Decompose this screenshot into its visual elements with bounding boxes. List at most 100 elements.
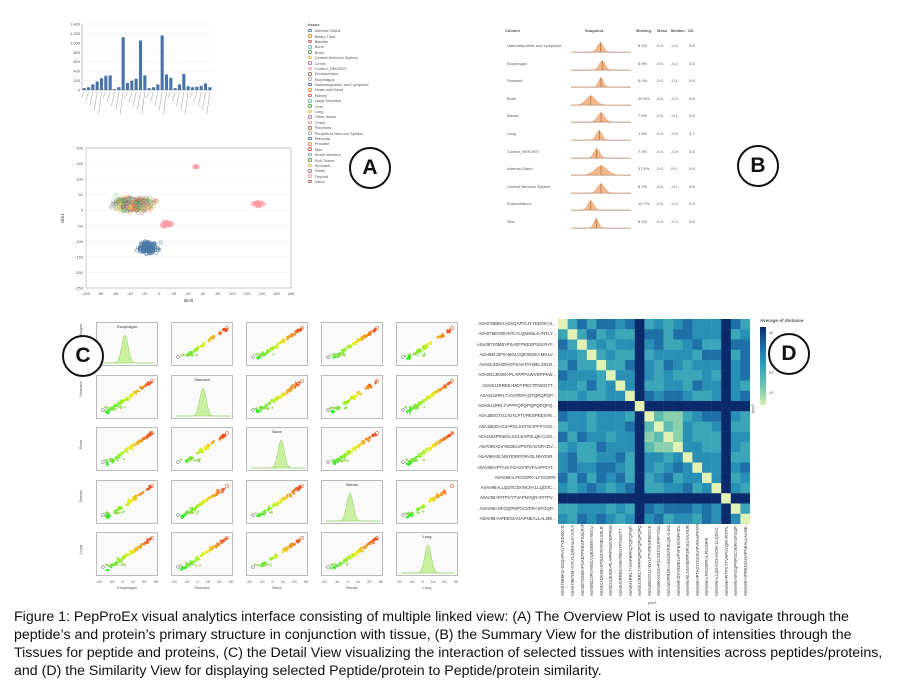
scatter-outlier (150, 536, 154, 540)
summary-row[interactable]: Stomach 6.0% -0.0 -0.1 3.6 (505, 75, 705, 92)
scatter-point (429, 342, 432, 345)
tissue-count-bar-chart[interactable]: 0 200 400 600 800 1,000 1,200 1,400 (60, 18, 220, 133)
summary-row[interactable]: Endometrium 10.7% -0.0 -0.2 3.3 (505, 198, 705, 215)
legend-item[interactable]: Heart and Heart (308, 87, 388, 92)
detail-scatter-cell[interactable] (396, 479, 458, 524)
detail-scatter-cell[interactable] (321, 322, 383, 366)
scatter-point (349, 557, 352, 560)
legend-item[interactable]: Ovary (308, 120, 388, 125)
legend-item[interactable]: Kidney (308, 93, 388, 98)
scatter-point (417, 354, 420, 357)
detail-scatter-cell[interactable] (321, 427, 383, 471)
heatmap-cell (615, 319, 626, 330)
legend-item[interactable]: Liver (308, 103, 388, 109)
legend-item[interactable]: Bladder (308, 39, 388, 44)
detail-histogram-cell[interactable]: Bone (246, 427, 308, 471)
summary-row[interactable]: Esophagus 5.9% -0.0 -0.2 3.6 (505, 58, 705, 75)
legend-item[interactable]: Vulva (308, 179, 388, 184)
heatmap-cell (615, 503, 626, 514)
scatter-point (210, 337, 214, 340)
detail-scatter-cell[interactable] (96, 374, 158, 419)
legend-item[interactable]: Other tissue (308, 114, 388, 119)
scatter-point (188, 353, 191, 356)
summary-row[interactable]: Haematopoietic and Lymphoid 8.1% -0.0 -0.4 3… (505, 40, 705, 57)
scatter-point (107, 409, 110, 412)
detail-scatter-cell[interactable] (171, 322, 233, 366)
scatter-point (131, 203, 136, 208)
legend-item[interactable]: Central Nervous System (308, 55, 388, 60)
scatter-point (116, 454, 120, 457)
detail-scatter-cell[interactable] (246, 374, 308, 419)
legend-item[interactable]: Cervix (308, 60, 388, 66)
scatter-x-tick-label: -60 (112, 291, 119, 296)
legend-item[interactable]: Soft Tissue (308, 157, 388, 163)
legend-item[interactable]: Endometrium (308, 71, 388, 76)
scatter-point (141, 437, 144, 440)
legend-item[interactable]: Large Intestine (308, 98, 388, 103)
summary-sd: 3.6 (689, 113, 695, 119)
detail-histogram-cell[interactable]: Breast (321, 479, 383, 524)
scatter-point (430, 446, 433, 449)
detail-scatter-cell[interactable] (246, 322, 308, 366)
heatmap-row-label: A0A0U1RRL7>GAPEPAQTQPQPQP... (479, 392, 556, 398)
legend-item[interactable]: Stomach (308, 163, 388, 168)
legend-item[interactable]: Haematopoietic and Lymphoid (308, 82, 388, 87)
similarity-heatmap[interactable] (558, 319, 750, 524)
legend-item[interactable]: Bone (308, 44, 388, 49)
legend-item[interactable]: Pancreas (308, 125, 388, 130)
detail-histogram-cell[interactable]: Lung (396, 532, 458, 576)
legend-item[interactable]: Adrenal Gland (308, 28, 388, 33)
heatmap-cell (673, 411, 683, 422)
detail-scatter-cell[interactable] (96, 532, 158, 576)
detail-scatter-cell[interactable] (246, 532, 308, 576)
detail-histogram-cell[interactable]: Esophagus (96, 322, 158, 366)
detail-scatter-cell[interactable] (96, 427, 158, 471)
detail-scatter-cell[interactable] (246, 479, 308, 524)
legend-item[interactable]: Lung (308, 109, 388, 114)
summary-row[interactable]: Central Nervous System 8.7% -0.0 -0.1 3.6 (505, 181, 705, 198)
detail-scatter-cell[interactable] (321, 532, 383, 576)
summary-row[interactable]: Skin 8.1% -0.0 -0.3 3.5 (505, 216, 705, 233)
summary-row[interactable]: Bone 10.6% -0.0 -0.3 3.8 (505, 93, 705, 110)
detail-scatter-cell[interactable] (171, 532, 233, 576)
legend-item[interactable]: Thyroid (308, 174, 388, 179)
summary-row[interactable]: Breast 7.0% -0.0 -0.1 3.6 (505, 110, 705, 127)
scatter-point (255, 406, 258, 409)
heatmap-cell (721, 370, 731, 381)
legend-item[interactable]: Placenta (308, 136, 388, 141)
heatmap-cell (596, 483, 607, 494)
heatmap-cell (711, 319, 722, 330)
heatmap-cell (577, 431, 587, 443)
summary-row[interactable]: Adrenal Gland 37.6% -0.0 0.0 3.6 (505, 163, 705, 180)
heatmap-cell (625, 349, 635, 361)
detail-histogram-cell[interactable]: Stomach (171, 374, 233, 419)
scatter-point (142, 242, 146, 247)
legend-item[interactable]: Testis (308, 168, 388, 173)
detail-scatter-cell[interactable] (396, 322, 458, 366)
heatmap-cell (625, 329, 635, 340)
heatmap-gradient-bar (760, 327, 766, 405)
detail-scatter-cell[interactable] (321, 374, 383, 419)
legend-item[interactable]: Prostate (308, 141, 388, 146)
detail-scatter-cell[interactable] (396, 427, 458, 471)
summary-row[interactable]: Lung 1.8% -0.0 -0.0 3.7 (505, 128, 705, 145)
heatmap-cell (558, 513, 568, 524)
detail-scatter-cell[interactable] (171, 427, 233, 471)
detail-scatter-cell[interactable] (171, 479, 233, 524)
legend-item[interactable]: Biliary Tract (308, 33, 388, 39)
summary-row[interactable]: Control_HEK293T 7.3% -0.4 -0.9 3.5 (505, 146, 705, 163)
scatter-point (161, 221, 166, 226)
detail-scatter-cell[interactable] (96, 479, 158, 524)
legend-item[interactable]: Brain (308, 50, 388, 55)
detail-scatter-cell[interactable] (396, 374, 458, 419)
legend-item[interactable]: Peripheral Nervous System (308, 130, 388, 136)
legend-item[interactable]: Skin (308, 147, 388, 152)
heatmap-cell (615, 360, 626, 371)
legend-item[interactable]: Esophagus (308, 77, 388, 82)
legend-item[interactable]: Small Intestine (308, 152, 388, 157)
legend-item[interactable]: Control_HEK293T (308, 66, 388, 71)
detail-view-scatter-matrix[interactable]: Esophagus Esophagus Stomach Stomach Bone Bone… (78, 322, 458, 597)
scatter-point (416, 459, 418, 462)
scatter-point (195, 459, 198, 462)
